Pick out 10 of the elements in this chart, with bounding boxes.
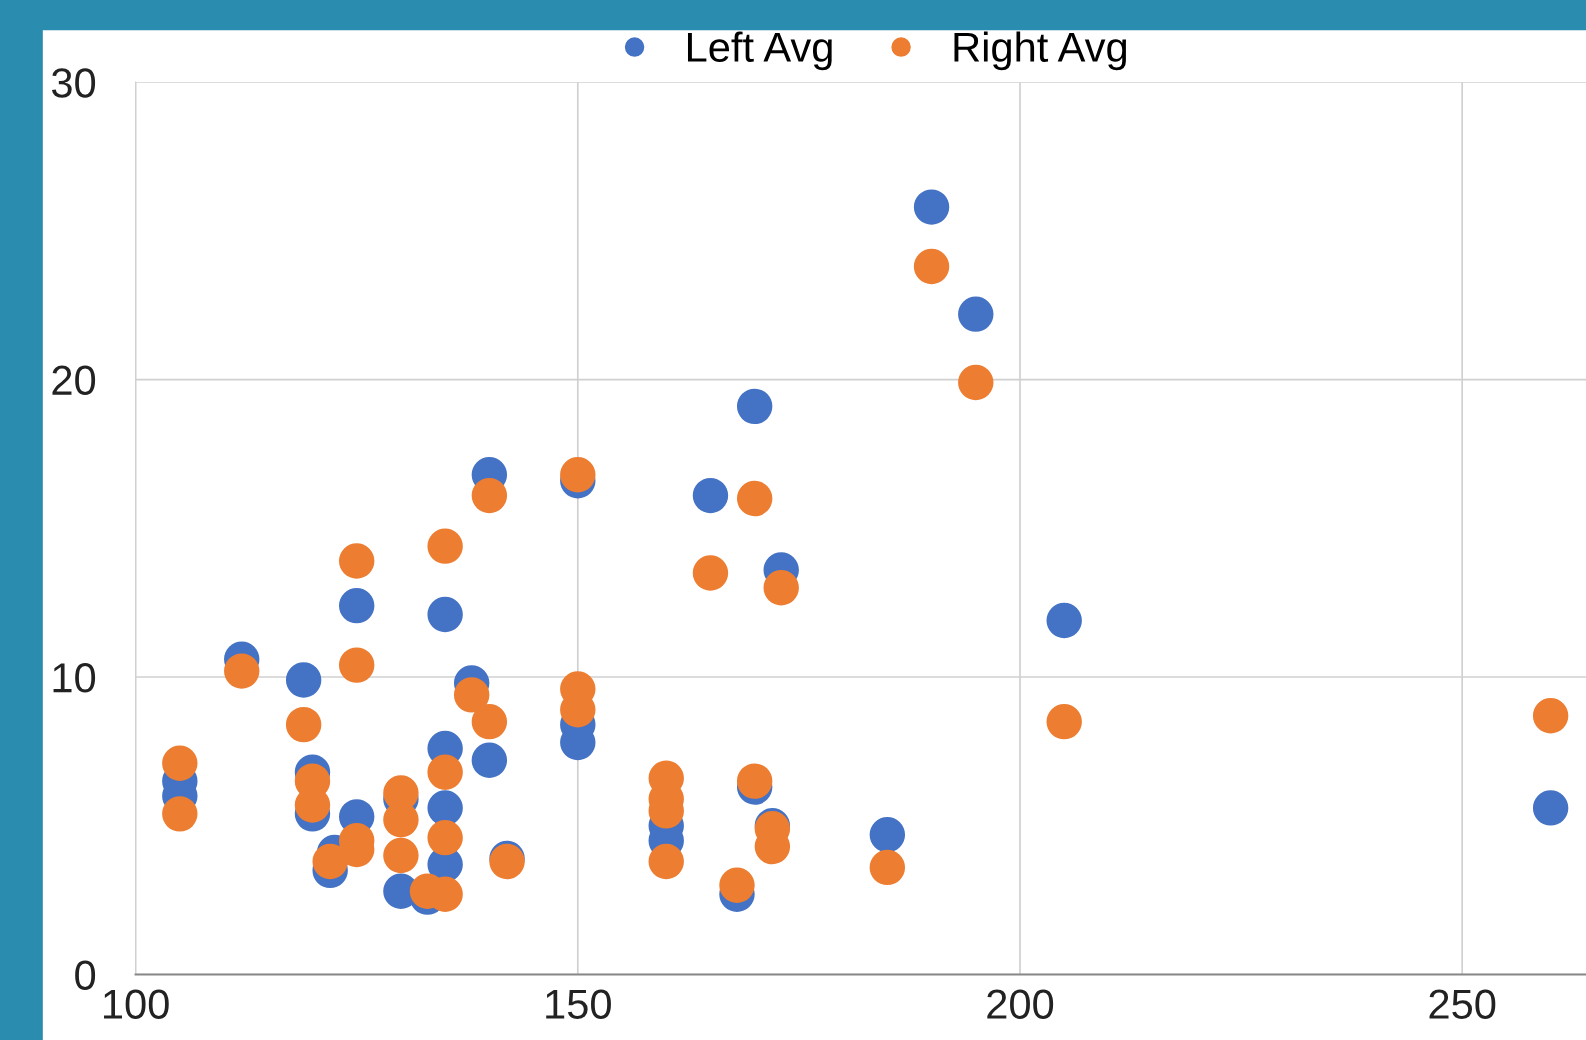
y-tick-label: 30 xyxy=(51,68,96,98)
y-tick-label: 0 xyxy=(75,960,96,990)
x-tick-label: 100 xyxy=(104,989,169,1019)
y-tick-label: 10 xyxy=(53,663,96,693)
x-tick-label: 150 xyxy=(546,989,611,1019)
legend-label: Left Avg xyxy=(687,31,832,71)
y-tick-label: 20 xyxy=(52,365,96,396)
x-tick-label: 200 xyxy=(987,989,1054,1019)
x-tick-label: 250 xyxy=(1429,989,1496,1019)
legend-label: Right Avg xyxy=(954,31,1127,71)
